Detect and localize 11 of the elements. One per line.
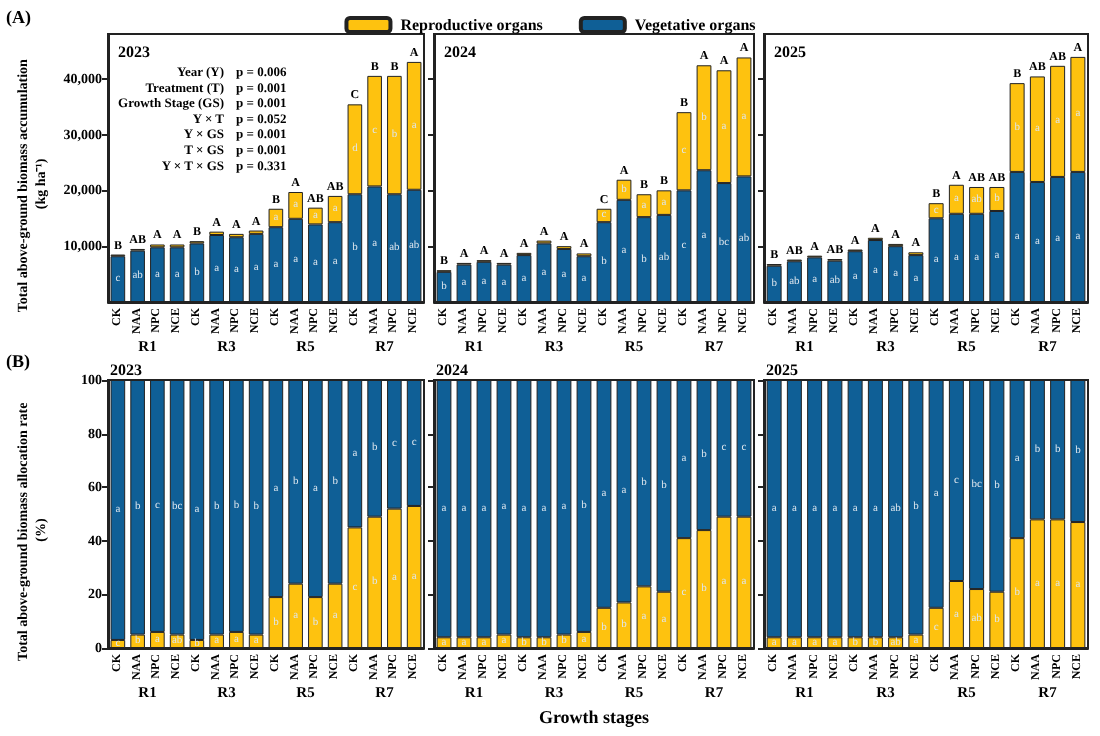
chart-title: 2025 [766, 361, 798, 379]
text: 2025 [774, 43, 806, 61]
chart-title: 2023 [110, 361, 142, 379]
x-axis-title: Growth stages [538, 707, 651, 727]
chart-subtitle: (A) [6, 7, 31, 27]
text: 2024 [444, 43, 476, 61]
legend-label: Reproductive organs [400, 16, 543, 34]
text: 2023 [118, 43, 150, 61]
chart-title: 2024 [436, 361, 468, 379]
legend-label: Vegetative organs [634, 16, 756, 34]
chart-subtitle: (B) [6, 351, 30, 371]
